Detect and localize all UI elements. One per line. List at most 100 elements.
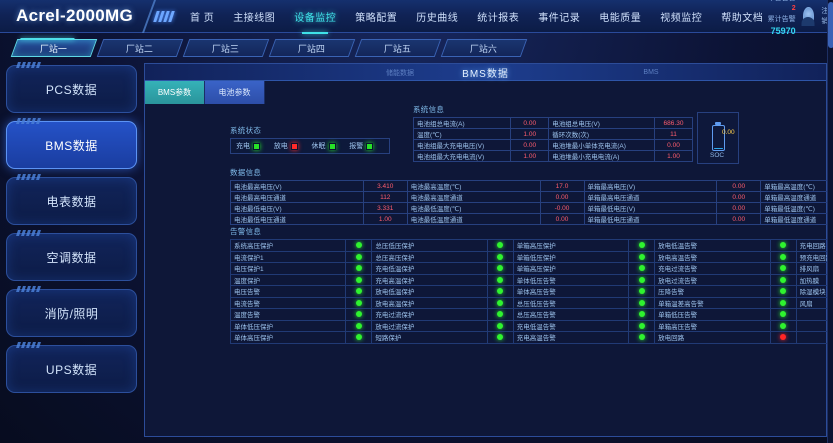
alarm-label: 总压低压告警 [512,296,630,309]
total-alarm-label: 累计告警 [767,15,796,23]
nav-item-0[interactable]: 首 页 [190,12,215,24]
status-item-0: 充电 [236,141,271,151]
data-info-value: 0.00 [716,191,762,203]
alarm-led-cell [628,285,656,298]
sidebar-item-label: 空调数据 [46,250,97,265]
station-tab-2[interactable]: 厂站三 [182,39,270,57]
system-info-row: 电池组最大充电电压(V) 0.00 电池堆最小单体充电流(A) 0.00 [412,139,693,151]
nav-item-9[interactable]: 帮助文档 [721,12,764,24]
data-info-label: 单箱最低温度(℃) [760,202,833,214]
alarm-led-green [355,242,362,249]
alarm-led-cell [345,250,373,263]
nav-item-4[interactable]: 历史曲线 [416,12,459,24]
system-info-label: 电池组最大充电电压(V) [412,139,512,151]
alarm-label: 总压高压保护 [371,250,488,263]
panel-content: 系统状态 充电 放电 休眠 报警 系统信息 电池组总电流(A) 0.00 电池组总电压(V… [145,104,833,344]
sidebar-item-2[interactable]: 电表数据 [6,174,137,225]
nav-item-8[interactable]: 视频监控 [660,12,703,24]
status-item-label: 休眠 [311,143,326,150]
nav-item-2[interactable]: 设备监控 [293,6,337,27]
sub-tab-1[interactable]: 电池参数 [205,81,265,104]
alarm-stats: 今日告警 2 累计告警 75970 [764,0,796,39]
alarm-label: 系统高压保护 [229,239,347,252]
alarm-label: 单箱高压保护 [512,262,630,275]
data-info-title: 数据信息 [230,168,262,177]
page-scrollbar[interactable] [827,0,833,443]
alarm-label: 放电过流保护 [371,319,488,332]
alarm-led-green [780,253,787,260]
tick-marks-icon [16,286,41,292]
alarm-led-cell [769,250,797,263]
alarm-row: 系统高压保护 总压低压保护 单箱高压保护 放电低温告警 充电回路 [229,239,833,252]
alarm-led-green [355,311,362,318]
system-info-label: 循环次数(次) [548,128,655,140]
alarm-info-title: 告警信息 [230,227,262,236]
status-item-label: 充电 [236,143,250,150]
system-info-label: 电池组最大充电电流(V) [412,150,512,162]
sidebar-item-4[interactable]: 消防/照明 [6,286,137,337]
alarm-led-cell [345,319,373,332]
alarm-led-cell [486,331,514,344]
alarm-label: 放电过流告警 [654,273,771,286]
system-info-value: 1.00 [510,150,550,162]
system-info-value: 1.00 [654,150,693,162]
tick-marks-icon [16,118,41,124]
scrollbar-thumb[interactable] [828,2,833,48]
alarm-led-green [638,253,645,260]
panel-seg-right: BMS [643,69,659,76]
alarm-label: 充电回路 [795,239,833,252]
station-tab-1[interactable]: 厂站二 [96,39,184,57]
system-status-title: 系统状态 [230,126,262,135]
alarm-led-green [497,311,504,318]
station-tab-label: 厂站五 [384,43,412,54]
sidebar-item-label: BMS数据 [45,138,98,153]
sidebar-item-3[interactable]: 空调数据 [6,230,137,281]
alarm-label: 单箱高压告警 [654,319,771,332]
alarm-info-section: 告警信息 系统高压保护 总压低压保护 单箱高压保护 放电低温告警 充电回路 电流保护1 总压… [229,226,833,344]
status-indicator-green [328,142,336,150]
today-alarm-label: 今日告警 [768,0,796,2]
data-info-label: 单箱最低电压(V) [583,202,718,214]
alarm-led-red [780,334,787,341]
sidebar-item-1[interactable]: BMS数据 [6,118,137,169]
alarm-led-cell [486,250,514,263]
nav-item-1[interactable]: 主接线图 [233,12,276,24]
alarm-led-green [497,242,504,249]
soc-label: SOC [710,152,725,159]
alarm-led-cell [769,296,797,309]
station-tab-5[interactable]: 厂站六 [440,39,528,57]
alarm-led-green [355,265,362,272]
alarm-led-cell [345,331,373,344]
alarm-led-green [638,311,645,318]
alarm-led-green [497,322,504,329]
alarm-led-cell [486,273,514,286]
status-item-label: 报警 [349,143,364,150]
alarm-led-cell [628,239,656,252]
alarm-label: 放电低温保护 [371,285,488,298]
alarm-led-green [780,276,787,283]
alarm-label: 充电高温告警 [512,331,630,344]
avatar[interactable] [802,6,815,26]
nav-item-6[interactable]: 事件记录 [538,12,581,24]
nav-item-5[interactable]: 统计报表 [477,12,520,24]
station-tab-4[interactable]: 厂站五 [354,39,442,57]
alarm-label: 充电低温保护 [371,262,488,275]
status-indicator-green [366,142,374,150]
sidebar-item-5[interactable]: UPS数据 [6,342,137,393]
today-alarm-value: 2 [791,5,796,12]
sidebar-item-0[interactable]: PCS数据 [6,62,137,113]
station-tab-3[interactable]: 厂站四 [268,39,356,57]
alarm-info-table: 系统高压保护 总压低压保护 单箱高压保护 放电低温告警 充电回路 电流保护1 总压高压保护单… [229,239,833,344]
logout-button[interactable]: 注销 [821,8,829,25]
alarm-label: 充电低温告警 [512,319,630,332]
alarm-led-green [638,265,645,272]
data-info-value: 0.00 [716,202,762,214]
alarm-led-green [638,242,645,249]
alarm-row: 单体低压保护 放电过流保护 充电低温告警 单箱高压告警 [229,319,833,332]
data-info-label: 单箱最低温度通道 [760,213,833,225]
nav-item-3[interactable]: 策略配置 [355,12,398,24]
data-info-table: 电池最高电压(V) 3.410 电池最高温度(℃) 17.0 单箱最高电压(V) 0.00… [230,180,833,225]
station-tab-0[interactable]: 厂站一 [10,39,98,57]
sub-tab-0[interactable]: BMS参数 [145,81,205,104]
nav-item-7[interactable]: 电能质量 [599,12,642,24]
